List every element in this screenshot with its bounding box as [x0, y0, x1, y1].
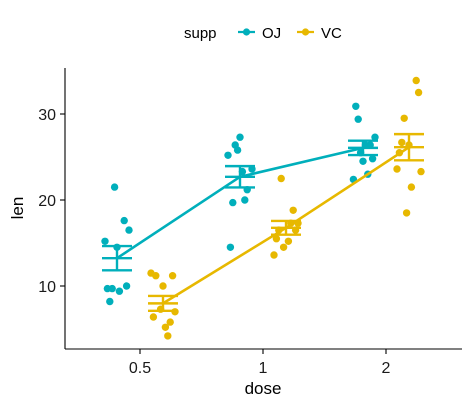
- point-vc-2-1: [402, 209, 411, 217]
- point-vc-1-4: [277, 174, 285, 183]
- legend-title: supp: [184, 25, 217, 42]
- y-axis-title: len: [8, 197, 27, 220]
- x-tick-label-2: 2: [382, 360, 391, 377]
- legend-key-point-oj: [242, 28, 251, 36]
- point-oj-1-9: [236, 133, 244, 141]
- point-oj-1-4: [241, 196, 249, 204]
- legend-label-oj: OJ: [262, 25, 281, 42]
- point-vc-1-2: [284, 237, 293, 245]
- point-vc-2-5: [414, 88, 423, 97]
- point-vc-1-8: [289, 206, 297, 214]
- point-oj-2-3: [359, 157, 367, 165]
- y-tick-label-10: 10: [38, 279, 56, 296]
- point-oj-1-8: [226, 243, 235, 251]
- point-oj-0-1: [110, 183, 119, 191]
- errorbar-vc-2: [394, 132, 424, 162]
- y-tick-label-30: 30: [38, 107, 56, 124]
- point-oj-1-0: [229, 198, 237, 207]
- point-vc-0-0: [164, 332, 172, 340]
- point-vc-0-5: [159, 282, 167, 290]
- point-oj-0-0: [101, 237, 109, 245]
- legend-label-vc: VC: [321, 25, 342, 42]
- point-oj-2-5: [352, 102, 360, 111]
- errorbar-vc-1: [271, 219, 301, 236]
- legend-key-point-vc: [301, 28, 310, 36]
- point-oj-1-5: [224, 151, 232, 159]
- point-vc-0-4: [149, 313, 158, 321]
- plot-area: [101, 76, 425, 340]
- point-oj-0-7: [115, 287, 124, 295]
- errorbar-oj-0: [102, 244, 132, 272]
- point-oj-0-8: [125, 226, 133, 234]
- point-vc-2-6: [398, 138, 406, 147]
- point-vc-0-6: [168, 272, 177, 280]
- point-vc-0-7: [152, 272, 160, 280]
- point-vc-0-8: [161, 323, 170, 331]
- point-oj-1-6: [233, 146, 242, 154]
- x-tick-label-0: 0.5: [129, 360, 151, 377]
- point-vc-0-3: [166, 318, 174, 326]
- point-vc-2-8: [417, 167, 425, 176]
- point-vc-2-0: [393, 165, 401, 173]
- point-oj-0-6: [106, 297, 114, 306]
- errorbar-oj-1: [225, 164, 255, 189]
- point-oj-2-8: [354, 115, 362, 123]
- point-oj-0-5: [122, 282, 131, 290]
- x-axis-title: dose: [245, 379, 282, 398]
- point-vc-2-7: [407, 183, 416, 191]
- errorbar-vc-0: [148, 294, 178, 313]
- legend: supp OJ VC: [184, 25, 342, 42]
- point-vc-1-7: [279, 243, 288, 251]
- errorbar-oj-2: [348, 139, 378, 157]
- point-vc-1-6: [270, 251, 278, 259]
- point-oj-2-7: [371, 133, 379, 141]
- point-oj-2-4: [368, 155, 377, 163]
- point-vc-2-2: [412, 76, 420, 85]
- legend-item-oj: OJ: [238, 25, 281, 42]
- x-tick-label-1: 1: [259, 360, 268, 377]
- point-vc-2-9: [400, 114, 408, 123]
- point-vc-1-9: [272, 235, 281, 243]
- point-oj-0-9: [108, 284, 116, 293]
- y-tick-label-20: 20: [38, 193, 56, 210]
- legend-item-vc: VC: [297, 25, 342, 42]
- point-oj-0-2: [120, 216, 128, 225]
